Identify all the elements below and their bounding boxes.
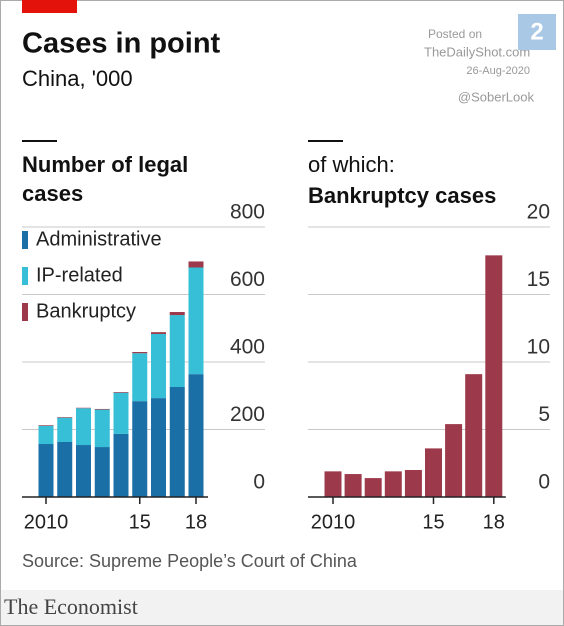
bar [404, 470, 422, 497]
bar [425, 448, 442, 497]
bar [465, 374, 483, 497]
y-tick-label: 5 [538, 403, 550, 426]
y-tick-label: 600 [230, 268, 265, 291]
bar [485, 255, 503, 497]
footer-band [1, 590, 563, 625]
watermark: Posted on [428, 27, 482, 41]
watermark: TheDailyShot.com [424, 44, 530, 59]
bar [384, 471, 402, 497]
bar-segment [94, 447, 110, 497]
bar-segment [76, 408, 91, 446]
legend-swatch [22, 267, 28, 285]
y-tick-label: 0 [253, 471, 265, 494]
source: Source: Supreme People’s Court of China [22, 551, 358, 571]
y-tick-label: 15 [527, 268, 550, 291]
bar-segment [113, 392, 129, 393]
x-tick-label: 2010 [24, 511, 69, 533]
watermark: 26-Aug-2020 [466, 65, 530, 77]
bar-segment [94, 408, 110, 410]
bar-segment [113, 392, 129, 434]
bar-segment [169, 386, 185, 497]
badge-box [518, 14, 556, 50]
bar-segment [132, 401, 148, 497]
legend-swatch [22, 303, 28, 321]
bar-segment [188, 374, 204, 497]
bar-segment [132, 353, 148, 402]
bar-segment [188, 261, 204, 268]
bar-segment [132, 352, 148, 354]
bar [364, 478, 382, 497]
panel-title: Number of legal cases [22, 152, 189, 206]
bar-segment [151, 333, 166, 399]
bar-segment [38, 444, 54, 497]
y-tick-label: 200 [230, 403, 265, 426]
badge: 2 [530, 18, 543, 45]
bar-segment [38, 425, 54, 445]
bar-segment [151, 332, 166, 334]
red-tag [22, 0, 77, 13]
x-tick-label: 15 [422, 511, 444, 533]
bar-segment [38, 425, 54, 426]
x-tick-label: 2010 [311, 511, 356, 533]
legend-swatch [22, 231, 28, 249]
bar [445, 424, 463, 497]
bar-segment [151, 398, 166, 497]
y-tick-label: 20 [527, 201, 550, 224]
legend-label: Administrative [36, 228, 162, 250]
y-tick-label: 400 [230, 336, 265, 359]
subtitle: China, '000 [22, 66, 133, 91]
x-tick-label: 15 [129, 511, 151, 533]
x-tick-label: 18 [483, 511, 505, 533]
bar [344, 474, 362, 497]
title: Cases in point [22, 28, 221, 60]
watermark: @SoberLook [458, 89, 535, 104]
legend-label: IP-related [36, 264, 123, 286]
bar-segment [188, 267, 204, 375]
bar-segment [57, 441, 73, 497]
bar-segment [94, 409, 110, 448]
x-tick-label: 18 [185, 511, 207, 533]
panel-subtitle: of which: [308, 152, 395, 177]
legend-label: Bankruptcy [36, 300, 136, 322]
bar-segment [113, 433, 129, 497]
bar [324, 471, 342, 497]
y-tick-label: 10 [527, 336, 550, 359]
y-tick-label: 0 [538, 471, 550, 494]
bar-segment [169, 315, 185, 387]
y-tick-label: 800 [230, 201, 265, 224]
bar-segment [169, 312, 185, 316]
bar-segment [57, 417, 73, 418]
panel-title: Bankruptcy cases [308, 183, 497, 208]
brand: The Economist [4, 594, 138, 619]
bar-segment [76, 445, 91, 497]
bar-segment [57, 417, 73, 442]
